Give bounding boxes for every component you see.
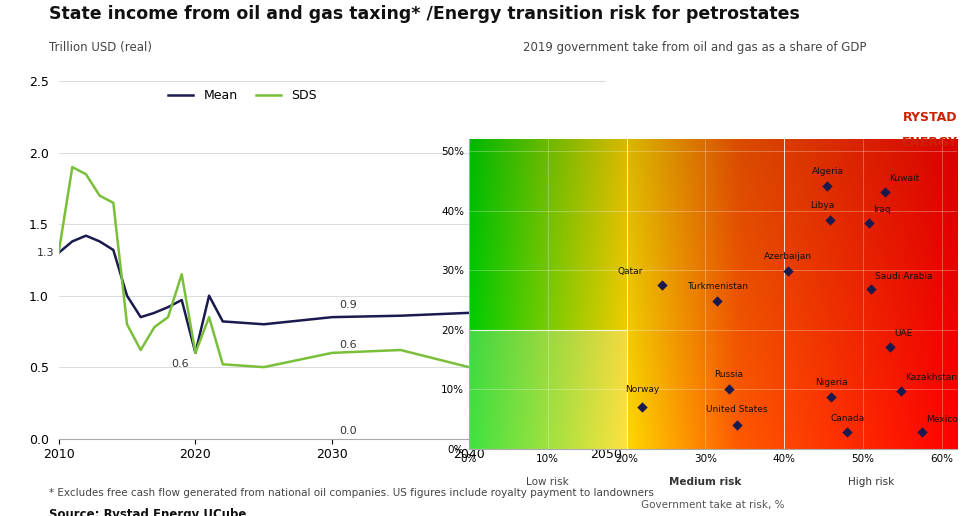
Text: 0.6: 0.6 [339, 340, 357, 350]
Text: 0.9: 0.9 [339, 300, 357, 310]
Point [822, 216, 837, 224]
Text: 2019 government take from oil and gas as a share of GDP: 2019 government take from oil and gas as… [523, 41, 867, 54]
Point [781, 267, 796, 276]
Text: State income from oil and gas taxing* /Energy transition risk for petrostates: State income from oil and gas taxing* /E… [49, 5, 800, 23]
Text: Trillion USD (real): Trillion USD (real) [49, 41, 151, 54]
Text: Turkmenistan: Turkmenistan [687, 282, 747, 291]
Point [824, 392, 839, 400]
Text: 0.9: 0.9 [476, 297, 493, 307]
Text: Algeria: Algeria [812, 167, 843, 176]
Text: High risk: High risk [848, 477, 894, 488]
Text: UAE: UAE [894, 329, 913, 338]
Point [820, 182, 835, 190]
Text: United States: United States [706, 406, 768, 414]
Text: ENERGY: ENERGY [902, 136, 957, 149]
Text: Mexico: Mexico [926, 415, 957, 424]
Text: Libya: Libya [810, 201, 834, 210]
Text: Azerbaijan: Azerbaijan [764, 252, 812, 261]
Text: Qatar: Qatar [617, 267, 643, 276]
Text: Kuwait: Kuwait [889, 174, 919, 183]
Text: 0.3: 0.3 [613, 391, 630, 401]
Text: Russia: Russia [714, 369, 743, 379]
Bar [469, 330, 626, 449]
Text: 0.4: 0.4 [613, 374, 630, 383]
Text: Nigeria: Nigeria [815, 378, 848, 387]
Text: Low risk: Low risk [527, 477, 570, 488]
Point [655, 281, 670, 289]
Text: Source: Rystad Energy UCube: Source: Rystad Energy UCube [49, 508, 246, 516]
Point [893, 386, 909, 395]
Point [914, 428, 930, 437]
Text: 1.3: 1.3 [37, 248, 55, 258]
Point [862, 219, 877, 227]
Text: 0.5: 0.5 [476, 370, 493, 380]
Legend: Mean, SDS: Mean, SDS [163, 85, 321, 107]
Text: RYSTAD: RYSTAD [903, 111, 957, 124]
Text: 0.6: 0.6 [171, 359, 189, 368]
Text: Kazakhstan: Kazakhstan [905, 373, 956, 382]
Text: Saudi Arabia: Saudi Arabia [874, 272, 932, 281]
Text: Iraq: Iraq [873, 205, 891, 214]
Text: 0.0: 0.0 [339, 426, 357, 436]
Text: Medium risk: Medium risk [669, 477, 742, 488]
Point [721, 385, 737, 394]
Text: Norway: Norway [625, 385, 659, 394]
Point [634, 403, 650, 411]
Point [839, 428, 855, 437]
Point [882, 343, 898, 351]
Text: Government take at risk, %: Government take at risk, % [642, 499, 785, 509]
Point [729, 421, 744, 429]
Point [709, 297, 725, 305]
Point [877, 188, 893, 196]
Text: * Excludes free cash flow generated from national oil companies. US figures incl: * Excludes free cash flow generated from… [49, 488, 654, 497]
Text: 0.0: 0.0 [613, 426, 630, 436]
Point [863, 285, 878, 294]
Text: Canada: Canada [830, 414, 865, 423]
